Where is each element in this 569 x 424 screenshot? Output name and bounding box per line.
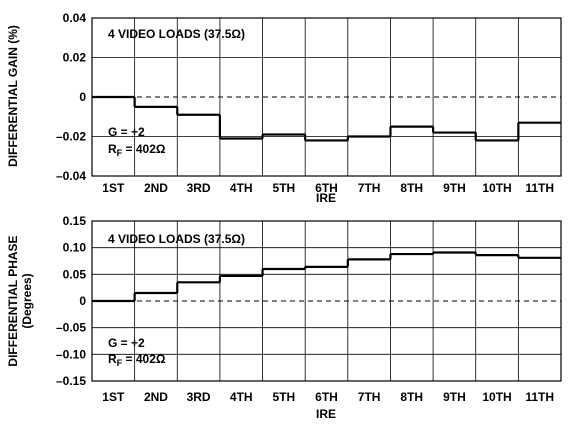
x-tick-label: 2ND (144, 181, 168, 195)
differential-gain-chart: DIFFERENTIAL GAIN (%) –0.04 –0.02 0 0.02 0.0… (6, 11, 562, 205)
y-tick-label: –0.02 (56, 130, 86, 144)
x-axis-title: IRE (316, 407, 336, 421)
x-tick-label: 5TH (273, 390, 296, 404)
y-tick-label: –0.05 (56, 321, 86, 335)
x-tick-label: 3RD (187, 181, 211, 195)
x-tick-label: 4TH (230, 181, 253, 195)
y-tick-label: 0 (79, 90, 86, 104)
annotation-video-loads: 4 VIDEO LOADS (37.5Ω) (108, 27, 245, 41)
y-tick-label: 0.05 (63, 267, 87, 281)
x-tick-label: 7TH (358, 181, 381, 195)
y-tick-labels: –0.04 –0.02 0 0.02 0.04 (56, 11, 86, 183)
y-tick-label: –0.10 (56, 347, 86, 361)
y-tick-label: 0.02 (63, 51, 87, 65)
annotation-rf: RF = 402Ω (108, 142, 166, 158)
rf-value: = 402Ω (122, 142, 166, 156)
rf-subscript: F (117, 358, 123, 368)
differential-phase-chart: DIFFERENTIAL PHASE (Degrees) –0.15–0.10–… (6, 214, 562, 421)
x-axis-title: IRE (316, 191, 336, 205)
x-tick-label: 2ND (144, 390, 168, 404)
y-tick-labels: –0.15 –0.10 –0.05 0 0.05 0.10 0.15 (56, 214, 86, 388)
x-tick-label: 3RD (187, 390, 211, 404)
x-tick-label: 9TH (443, 390, 466, 404)
x-tick-label: 11TH (525, 390, 554, 404)
x-tick-label: 4TH (230, 390, 253, 404)
series (92, 95, 561, 142)
rf-subscript: F (117, 148, 123, 158)
annotation-rf: RF = 402Ω (108, 352, 166, 368)
x-tick-label: 7TH (358, 390, 381, 404)
x-tick-label: 1ST (102, 181, 125, 195)
x-tick-label: 8TH (400, 390, 423, 404)
y-tick-label: 0.10 (63, 241, 87, 255)
x-tick-label: 11TH (525, 181, 554, 195)
annotation-gain: G = +2 (108, 125, 145, 139)
x-tick-label: 9TH (443, 181, 466, 195)
y-tick-label: 0.04 (63, 11, 87, 25)
annotation-video-loads: 4 VIDEO LOADS (37.5Ω) (108, 232, 245, 246)
y-axis-subtitle: (Degrees) (20, 273, 34, 328)
y-tick-label: –0.04 (56, 169, 86, 183)
y-tick-label: –0.15 (56, 374, 86, 388)
rf-letter: R (108, 352, 117, 366)
y-axis-title: DIFFERENTIAL PHASE (6, 235, 20, 366)
x-tick-label: 6TH (315, 181, 338, 195)
annotation-gain: G = +2 (108, 336, 145, 350)
x-tick-label: 6TH (315, 390, 338, 404)
y-tick-label: 0 (79, 294, 86, 308)
x-tick-labels: 1ST 2ND 3RD 4TH 5TH 6TH 7TH 8TH 9TH 10TH 11TH (102, 390, 554, 404)
x-tick-labels: 1ST 2ND 3RD 4TH 5TH 6TH 7TH 8TH 9TH 10TH 11TH (102, 181, 554, 195)
series (92, 251, 561, 303)
x-tick-label: 8TH (400, 181, 423, 195)
y-tick-label: 0.15 (63, 214, 87, 228)
x-tick-label: 10TH (482, 181, 511, 195)
x-tick-label: 5TH (273, 181, 296, 195)
rf-value: = 402Ω (122, 352, 166, 366)
x-tick-label: 1ST (102, 390, 125, 404)
y-axis-title: DIFFERENTIAL GAIN (%) (6, 25, 20, 167)
rf-letter: R (108, 142, 117, 156)
x-tick-label: 10TH (482, 390, 511, 404)
gridlines (92, 18, 561, 176)
